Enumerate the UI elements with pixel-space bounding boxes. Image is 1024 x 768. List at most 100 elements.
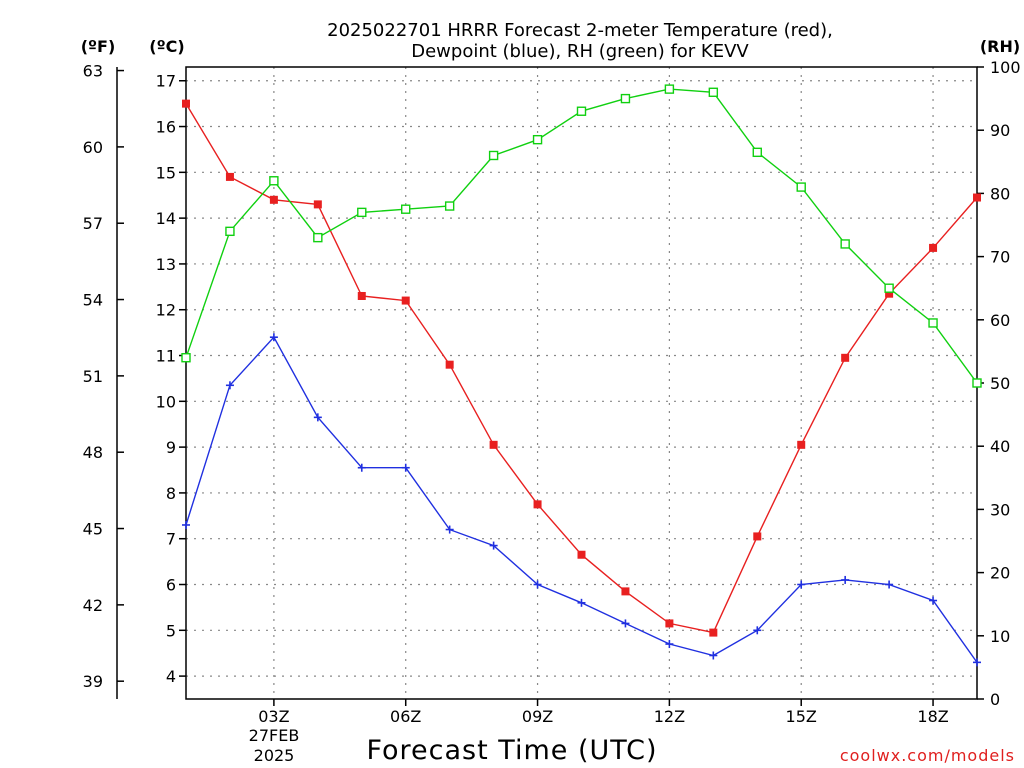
dewpoint-point	[357, 463, 366, 472]
temperature-point	[929, 243, 938, 252]
temperature-point	[885, 289, 894, 298]
dewpoint-point	[401, 463, 410, 472]
temperature-point	[269, 195, 278, 204]
temperature-point	[357, 291, 366, 300]
rh-point	[225, 226, 235, 237]
axes: 03Z 06Z 09Z 12Z 15Z 18Z4567891011121314151617…	[83, 58, 1021, 726]
celsius-tick-label: 7	[166, 530, 176, 549]
temperature-point	[973, 193, 981, 202]
dewpoint-point	[709, 651, 718, 660]
dewpoint-point	[489, 541, 498, 550]
x-tick-label: 06Z	[390, 707, 421, 726]
date-label-year: 2025	[254, 746, 295, 765]
rh-point	[708, 87, 719, 97]
celsius-tick-label: 11	[156, 347, 176, 366]
rh-tick-label: 30	[990, 500, 1010, 519]
celsius-tick-label: 6	[166, 576, 176, 595]
rh-point	[796, 182, 806, 192]
celsius-tick-label: 15	[156, 163, 176, 182]
fahrenheit-unit-label: (ºF)	[81, 37, 116, 56]
rh-tick-label: 60	[990, 311, 1010, 330]
dewpoint-point	[665, 640, 674, 649]
fahrenheit-tick-label: 54	[83, 291, 103, 310]
dewpoint-point	[445, 525, 454, 534]
dewpoint-point	[182, 520, 190, 529]
dewpoint-point	[929, 596, 938, 605]
celsius-tick-label: 8	[166, 484, 176, 503]
x-axis-title: Forecast Time (UTC)	[366, 735, 657, 766]
fahrenheit-tick-label: 42	[83, 596, 103, 615]
celsius-tick-label: 13	[156, 255, 176, 274]
rh-tick-label: 80	[990, 184, 1010, 203]
rh-point	[444, 201, 455, 211]
rh-tick-label: 70	[990, 248, 1010, 267]
fahrenheit-tick-label: 48	[83, 443, 103, 462]
fahrenheit-tick-label: 45	[83, 520, 103, 539]
rh-tick-label: 50	[990, 374, 1010, 393]
dewpoint-point	[797, 580, 806, 589]
rh-tick-label: 10	[990, 627, 1010, 646]
temperature-point	[182, 99, 190, 108]
fahrenheit-tick-label: 51	[83, 367, 103, 386]
temperature-point	[313, 200, 322, 209]
fahrenheit-tick-label: 60	[83, 138, 103, 157]
dewpoint-point	[577, 598, 586, 607]
dewpoint-point	[753, 626, 762, 635]
rh-tick-label: 20	[990, 564, 1010, 583]
rh-point	[401, 204, 411, 214]
temperature-point	[401, 296, 410, 305]
x-tick-label: 09Z	[522, 707, 553, 726]
temperature-point	[797, 440, 806, 449]
rh-tick-label: 0	[990, 690, 1000, 709]
rh-point	[620, 93, 631, 104]
temperature-point	[577, 550, 586, 559]
fahrenheit-tick-label: 63	[83, 62, 103, 81]
temperature-point	[665, 619, 674, 628]
fahrenheit-tick-label: 39	[83, 672, 103, 691]
credit-link[interactable]: coolwx.com/models	[840, 746, 1015, 765]
x-tick-label: 18Z	[917, 707, 948, 726]
temperature-point	[753, 532, 762, 541]
dewpoint-point	[885, 580, 894, 589]
date-label-day: 27FEB	[249, 726, 300, 745]
temperature-point	[709, 628, 718, 637]
celsius-tick-label: 12	[156, 301, 176, 320]
dewpoint-point	[313, 413, 322, 422]
rh-point	[181, 353, 191, 363]
title-line-1: 2025022701 HRRR Forecast 2-meter Tempera…	[327, 20, 833, 41]
celsius-tick-label: 9	[166, 438, 176, 457]
fahrenheit-tick-label: 57	[83, 214, 103, 233]
rh-point	[357, 207, 367, 218]
celsius-unit-label: (ºC)	[149, 37, 184, 56]
rh-point	[752, 147, 762, 158]
series-layer	[181, 84, 982, 667]
dewpoint-point	[225, 381, 234, 390]
temperature-point	[841, 353, 850, 362]
rh-point	[972, 378, 982, 388]
rh-point	[928, 318, 938, 328]
grid-lines	[186, 67, 977, 699]
celsius-tick-label: 5	[166, 621, 176, 640]
rh-point	[664, 84, 675, 94]
celsius-tick-label: 16	[156, 118, 176, 137]
temperature-point	[225, 172, 234, 181]
rh-point	[576, 106, 587, 116]
chart-title: 2025022701 HRRR Forecast 2-meter Tempera…	[327, 20, 833, 62]
rh-point	[840, 239, 850, 249]
rh-point	[488, 150, 499, 161]
rh-point	[313, 232, 323, 243]
celsius-tick-label: 10	[156, 392, 176, 411]
temperature-point	[489, 440, 498, 449]
rh-tick-label: 90	[990, 121, 1010, 140]
x-tick-label: 12Z	[654, 707, 685, 726]
rh-tick-label: 40	[990, 437, 1010, 456]
celsius-tick-label: 4	[166, 667, 176, 686]
rh-unit-label: (RH)	[980, 37, 1020, 56]
dewpoint-point	[269, 333, 278, 342]
temperature-point	[533, 500, 542, 509]
dewpoint-point	[621, 619, 630, 628]
dewpoint-point	[533, 580, 542, 589]
dewpoint-line	[185, 336, 978, 663]
celsius-tick-label: 17	[156, 72, 176, 91]
